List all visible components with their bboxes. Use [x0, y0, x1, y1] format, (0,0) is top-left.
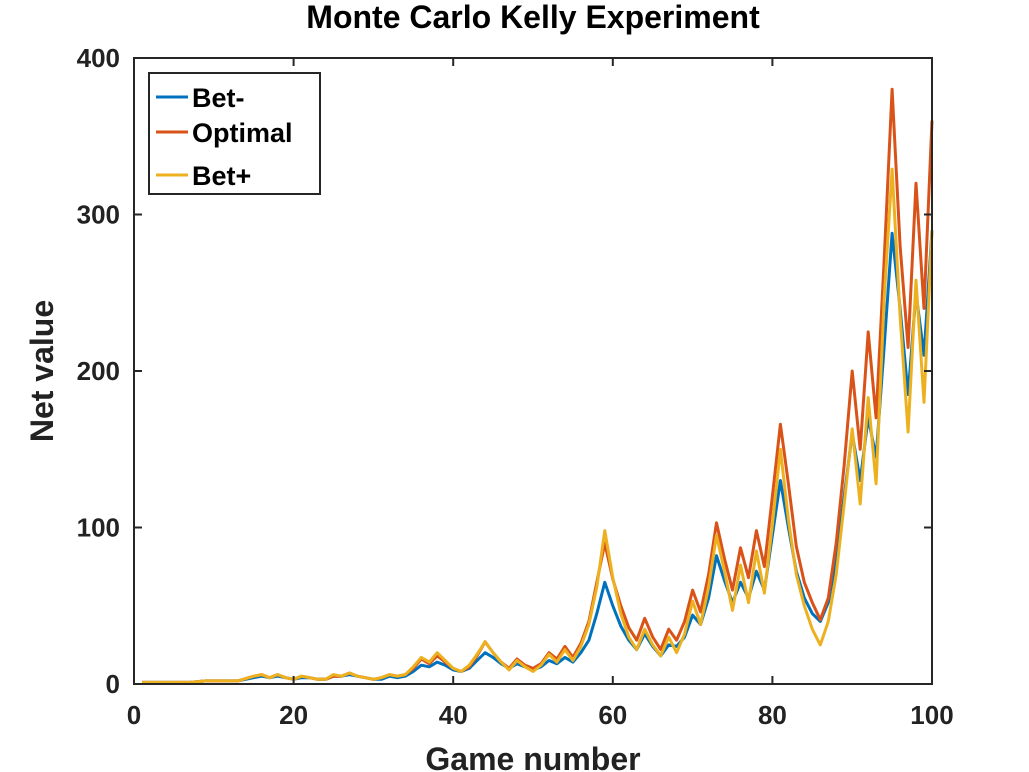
x-tick-label: 20 [279, 700, 308, 730]
y-tick-label: 0 [106, 669, 120, 699]
chart-title: Monte Carlo Kelly Experiment [306, 0, 760, 35]
axes: 0 20 40 60 80 100 0 100 200 300 400 [77, 43, 954, 730]
x-tick-label: 100 [910, 700, 953, 730]
legend-label-2: Bet+ [192, 161, 251, 191]
y-axis-label: Net value [24, 300, 60, 442]
legend: Bet- Optimal Bet+ [148, 72, 321, 195]
y-tick-label: 100 [77, 513, 120, 543]
y-tick-label: 300 [77, 200, 120, 230]
x-tick-label: 60 [598, 700, 627, 730]
y-tick-label: 400 [77, 43, 120, 73]
x-axis-label: Game number [425, 741, 640, 772]
series-line-2 [142, 167, 934, 684]
y-tick-label: 200 [77, 356, 120, 386]
plot-area [142, 87, 934, 684]
legend-label-1: Optimal [192, 118, 293, 148]
x-tick-label: 0 [127, 700, 141, 730]
x-tick-label: 80 [758, 700, 787, 730]
x-tick-label: 40 [439, 700, 468, 730]
series-line-0 [142, 230, 934, 684]
legend-label-0: Bet- [192, 83, 245, 113]
